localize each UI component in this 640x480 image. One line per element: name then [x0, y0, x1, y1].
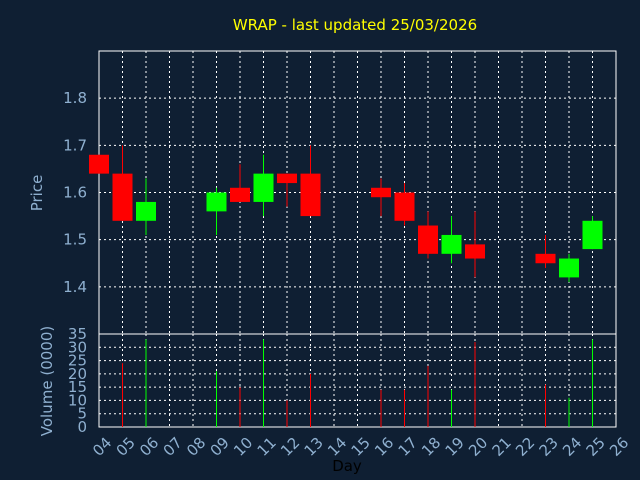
price-y-ticks: 1.4 1.5 1.6 1.7 1.8 [63, 89, 87, 296]
x-tick-label: 19 [442, 434, 468, 460]
x-tick-label: 09 [207, 434, 233, 460]
x-tick-label: 18 [418, 434, 444, 460]
x-tick-label: 26 [606, 434, 632, 460]
candle-body [559, 258, 579, 278]
volume-tick-label: 35 [68, 325, 87, 343]
x-tick-label: 12 [277, 434, 303, 460]
x-tick-label: 23 [536, 434, 562, 460]
volume-tick-label: 10 [68, 391, 87, 409]
candle-body [253, 173, 274, 202]
candle-body [394, 192, 415, 221]
price-tick-label: 1.6 [63, 184, 87, 202]
volume-tick-label: 15 [68, 378, 87, 396]
volume-tick-label: 30 [68, 338, 87, 356]
x-tick-label: 11 [254, 434, 280, 460]
x-tick-label: 13 [301, 434, 327, 460]
x-tick-label: 17 [395, 434, 421, 460]
volume-grid [99, 334, 616, 427]
x-tick-label: 07 [160, 434, 186, 460]
volume-tick-label: 25 [68, 352, 87, 370]
candle-body [230, 187, 250, 202]
x-tick-label: 25 [583, 434, 609, 460]
candle-body [465, 244, 485, 259]
candle-body [441, 234, 462, 254]
x-axis-label: Day [332, 457, 362, 475]
candles [89, 145, 603, 283]
price-tick-label: 1.7 [63, 136, 87, 154]
x-tick-label: 04 [89, 434, 115, 460]
x-ticks: 0405060708091011121314151617181920212223… [89, 434, 632, 460]
volume-tick-label: 5 [77, 405, 87, 423]
x-tick-label: 08 [183, 434, 209, 460]
volume-axis-label: Volume (0000) [38, 326, 56, 436]
chart-title: WRAP - last updated 25/03/2026 [233, 16, 477, 34]
price-tick-label: 1.5 [63, 231, 87, 249]
x-tick-label: 20 [465, 434, 491, 460]
x-tick-label: 22 [512, 434, 538, 460]
candle-body [136, 201, 156, 221]
price-panel: 1.4 1.5 1.6 1.7 1.8 Price [28, 50, 617, 335]
volume-tick-label: 0 [77, 418, 87, 436]
price-axis-label: Price [28, 175, 46, 212]
candle-body [300, 173, 321, 217]
x-tick-label: 16 [371, 434, 397, 460]
x-tick-label: 06 [136, 434, 162, 460]
volume-tick-label: 20 [68, 365, 87, 383]
candle-body [89, 154, 109, 174]
candle-body [206, 192, 227, 212]
candle-body [418, 225, 438, 254]
x-tick-label: 24 [559, 434, 585, 460]
x-tick-label: 15 [348, 434, 374, 460]
candle-body [371, 187, 391, 198]
price-tick-label: 1.4 [63, 278, 87, 296]
candle-body [112, 173, 133, 221]
candle-body [535, 253, 556, 264]
x-tick-label: 14 [324, 434, 350, 460]
x-tick-label: 21 [489, 434, 515, 460]
candle-body [582, 220, 603, 250]
candle-body [277, 173, 297, 184]
price-tick-label: 1.8 [63, 89, 87, 107]
volume-bars [122, 339, 593, 427]
x-tick-label: 05 [113, 434, 139, 460]
x-tick-label: 10 [230, 434, 256, 460]
